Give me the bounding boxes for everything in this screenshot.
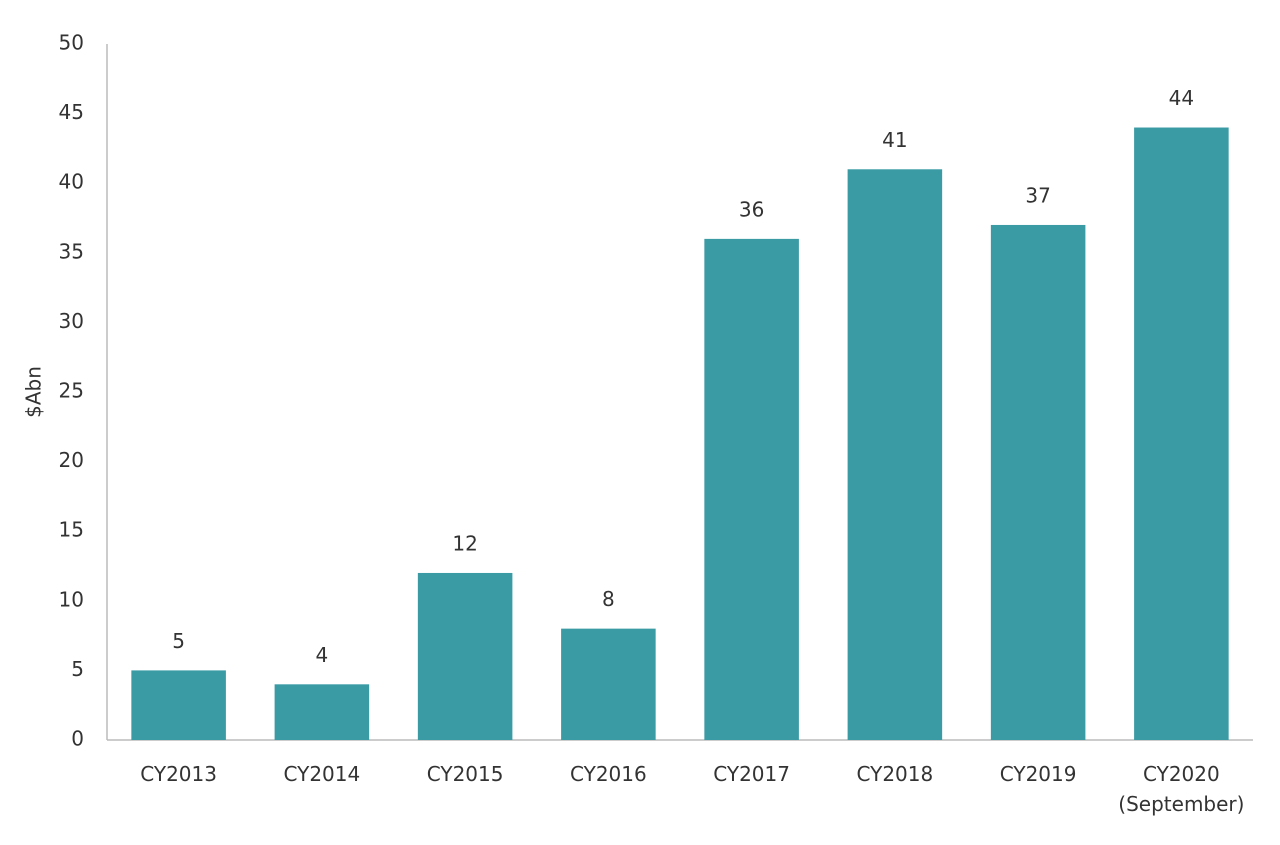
y-tick-label: 10	[59, 587, 84, 611]
bar	[847, 169, 943, 740]
data-label: 8	[602, 587, 615, 611]
x-tick-label: CY2014	[283, 762, 361, 786]
bar	[131, 670, 226, 740]
data-label: 36	[739, 197, 764, 221]
x-tick-label: CY2020 (September)	[1118, 762, 1245, 816]
y-tick-label: 0	[71, 727, 84, 751]
bar	[417, 572, 513, 740]
bar	[274, 684, 370, 740]
data-label: 37	[1025, 183, 1050, 207]
y-tick-label: 35	[59, 239, 84, 263]
y-tick-label: 50	[59, 31, 84, 55]
bar	[1134, 127, 1229, 740]
x-tick-label: CY2013	[140, 762, 217, 786]
data-label: 5	[172, 629, 185, 653]
x-tick-label: CY2017	[713, 762, 790, 786]
data-label: 4	[316, 643, 329, 667]
bar	[704, 238, 799, 740]
data-label: 41	[882, 128, 907, 152]
data-label: 12	[452, 531, 477, 555]
y-tick-label: 25	[59, 379, 84, 403]
y-tick-label: 45	[59, 100, 84, 124]
bar	[990, 224, 1086, 740]
y-tick-label: 5	[71, 657, 84, 681]
y-axis-label: $Abn	[22, 366, 46, 418]
x-tick-label: CY2016	[570, 762, 647, 786]
x-tick-label: CY2018	[856, 762, 934, 786]
y-tick-label: 30	[59, 309, 84, 333]
bar	[561, 628, 656, 740]
y-tick-label: 20	[59, 448, 84, 472]
x-tick-label: CY2015	[426, 762, 504, 786]
y-tick-label: 15	[59, 518, 84, 542]
x-tick-label: CY2019	[999, 762, 1077, 786]
data-label: 44	[1169, 86, 1194, 110]
y-tick-label: 40	[59, 170, 84, 194]
